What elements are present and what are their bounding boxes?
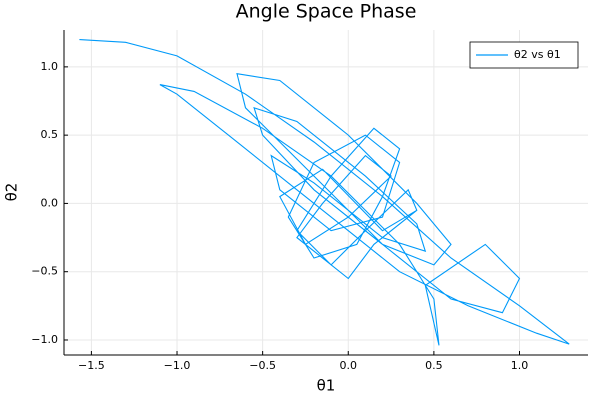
- y-tick-label: −1.0: [31, 333, 58, 346]
- chart-title: Angle Space Phase: [236, 1, 417, 23]
- x-tick-label: 0.5: [425, 359, 443, 372]
- legend-label: θ2 vs θ1: [514, 48, 561, 61]
- x-tick-label: −1.0: [164, 359, 191, 372]
- y-tick-label: 0.5: [41, 128, 59, 141]
- x-tick-label: 1.0: [511, 359, 529, 372]
- data-line: [79, 39, 570, 346]
- y-tick-label: 0.0: [41, 196, 59, 209]
- x-tick-label: −1.5: [78, 359, 105, 372]
- x-axis-label: θ1: [317, 377, 336, 395]
- y-tick-label: 1.0: [41, 60, 59, 73]
- x-tick-label: −0.5: [249, 359, 276, 372]
- y-axis-label: θ2: [3, 183, 21, 202]
- x-tick-label: 0.0: [340, 359, 358, 372]
- y-tick-label: −0.5: [31, 265, 58, 278]
